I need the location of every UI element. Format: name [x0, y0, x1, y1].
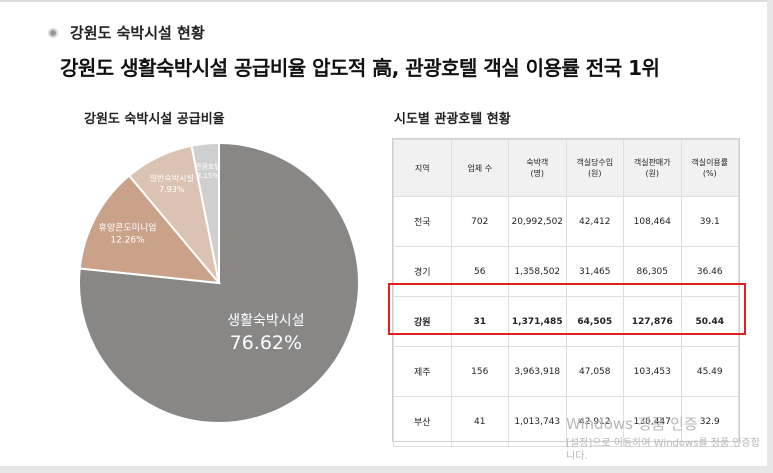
pie-chart: 생활숙박시설 76.62% 휴양콘도미니엄 12.26% 일반숙박시설 7.93% 관광호텔… — [78, 141, 360, 424]
column-header-text: 객실이용률 — [691, 158, 729, 167]
column-header-text: 객실판매가 — [633, 158, 671, 167]
table-cell: 42,912 — [565, 396, 624, 447]
table-cell: 127,876 — [623, 296, 682, 347]
column-header: 지역 — [393, 139, 452, 197]
column-header-text: (%) — [702, 169, 717, 178]
table-cell: 130,447 — [623, 396, 682, 447]
slice-label-living-lodging: 생활숙박시설 — [227, 313, 304, 329]
section-title: 강원도 숙박시설 현황 — [70, 24, 205, 42]
table-cell: 20,992,502 — [508, 196, 567, 247]
frame-top-border — [0, 0, 773, 2]
table-cell: 64,505 — [565, 296, 624, 347]
table-cell: 45.49 — [680, 346, 739, 397]
pie-slice-tourist-hotel — [190, 141, 220, 284]
column-header: 객실판매가 (원) — [623, 139, 682, 197]
table-cell: 제주 — [393, 346, 452, 397]
windows-activation-watermark: Windows 정품 인증 [설정]으로 이동하여 Windows를 정품 인증… — [566, 413, 761, 463]
slice-value-resort-condo: 12.26% — [110, 235, 145, 245]
slice-value-general-lodging: 7.93% — [159, 185, 185, 194]
watermark-title: Windows 정품 인증 — [566, 415, 698, 433]
hotel-stats-table-wrapper: 지역 업체 수 숙박객 (명) 객실당수입 (원) 객실판매가 (원) 객실이용률 (%) 전국 7… — [392, 138, 740, 447]
column-header-text: 지역 — [414, 163, 430, 173]
column-header-text: 숙박객 — [526, 158, 549, 167]
column-header-text: (원) — [645, 169, 660, 178]
table-cell: 86,305 — [623, 246, 682, 297]
column-header: 객실당수입 (원) — [565, 139, 624, 197]
hotel-stats-table: 지역 업체 수 숙박객 (명) 객실당수입 (원) 객실판매가 (원) 객실이용률 (%) 전국 7… — [393, 139, 739, 447]
table-cell: 부산 — [393, 396, 452, 447]
table-header-row: 지역 업체 수 숙박객 (명) 객실당수입 (원) 객실판매가 (원) 객실이용률 (%) — [393, 139, 739, 197]
slice-value-living-lodging: 76.62% — [230, 332, 302, 354]
table-body: 전국 702 20,992,502 42,412 108,464 39.1 경기 56 1,35… — [393, 196, 739, 447]
table-cell: 103,453 — [623, 346, 682, 397]
headline: 강원도 생활숙박시설 공급비율 압도적 高, 관광호텔 객실 이용률 전국 1위 — [60, 56, 660, 80]
slide-header: 강원도 숙박시설 현황 — [48, 22, 205, 43]
slice-value-tourist-hotel: 3.15% — [197, 172, 220, 180]
table-cell: 42,412 — [565, 196, 624, 247]
table-title: 시도별 관광호텔 현황 — [394, 112, 511, 127]
pie-chart-title: 강원도 숙박시설 공급비율 — [84, 112, 225, 127]
bullet-icon — [48, 27, 58, 38]
table-row: 강원 31 1,371,485 64,505 127,876 50.44 — [393, 296, 739, 347]
table-cell: 강원 — [393, 296, 452, 347]
column-header-text: 업체 수 — [467, 163, 493, 173]
table-cell: 3,963,918 — [508, 346, 567, 397]
table-cell: 39.1 — [680, 196, 739, 247]
column-header-text: (명) — [530, 169, 545, 178]
table-cell: 31 — [450, 296, 509, 347]
table-cell: 32.9 — [680, 396, 739, 447]
table-cell: 36.46 — [680, 246, 739, 297]
table-cell: 경기 — [393, 246, 452, 297]
table-cell: 156 — [450, 346, 509, 397]
column-header-text: 객실당수입 — [576, 158, 614, 167]
table-cell: 31,465 — [565, 246, 624, 297]
slice-label-resort-condo: 휴양콘도미니엄 — [99, 221, 157, 233]
column-header: 숙박객 (명) — [508, 139, 567, 197]
table-cell: 전국 — [393, 196, 452, 247]
table-cell: 1,013,743 — [508, 396, 567, 447]
table-row: 전국 702 20,992,502 42,412 108,464 39.1 — [393, 196, 739, 247]
frame-bottom-border — [0, 466, 773, 473]
slice-label-general-lodging: 일반숙박시설 — [150, 173, 194, 183]
slice-label-tourist-hotel: 관광호텔 — [195, 162, 221, 171]
table-cell: 1,358,502 — [508, 246, 567, 297]
column-header: 객실이용률 (%) — [680, 139, 739, 197]
table-cell: 47,058 — [565, 346, 624, 397]
column-header: 업체 수 — [450, 139, 509, 197]
table-cell: 50.44 — [680, 296, 739, 347]
column-header-text: (원) — [587, 169, 602, 178]
watermark-subtitle: [설정]으로 이동하여 Windows를 정품 인증합니다. — [566, 438, 760, 462]
table-row: 제주 156 3,963,918 47,058 103,453 45.49 — [393, 346, 739, 397]
table-cell: 41 — [450, 396, 509, 447]
table-cell: 1,371,485 — [508, 296, 567, 347]
pie-slice-resort-condo — [78, 174, 222, 285]
table-row: 경기 56 1,358,502 31,465 86,305 36.46 — [393, 246, 739, 297]
table-cell: 56 — [450, 246, 509, 297]
frame-right-border — [767, 0, 773, 473]
table-cell: 702 — [450, 196, 509, 247]
table-cell: 108,464 — [623, 196, 682, 247]
table-row: 부산 41 1,013,743 42,912 130,447 32.9 — [393, 396, 739, 447]
